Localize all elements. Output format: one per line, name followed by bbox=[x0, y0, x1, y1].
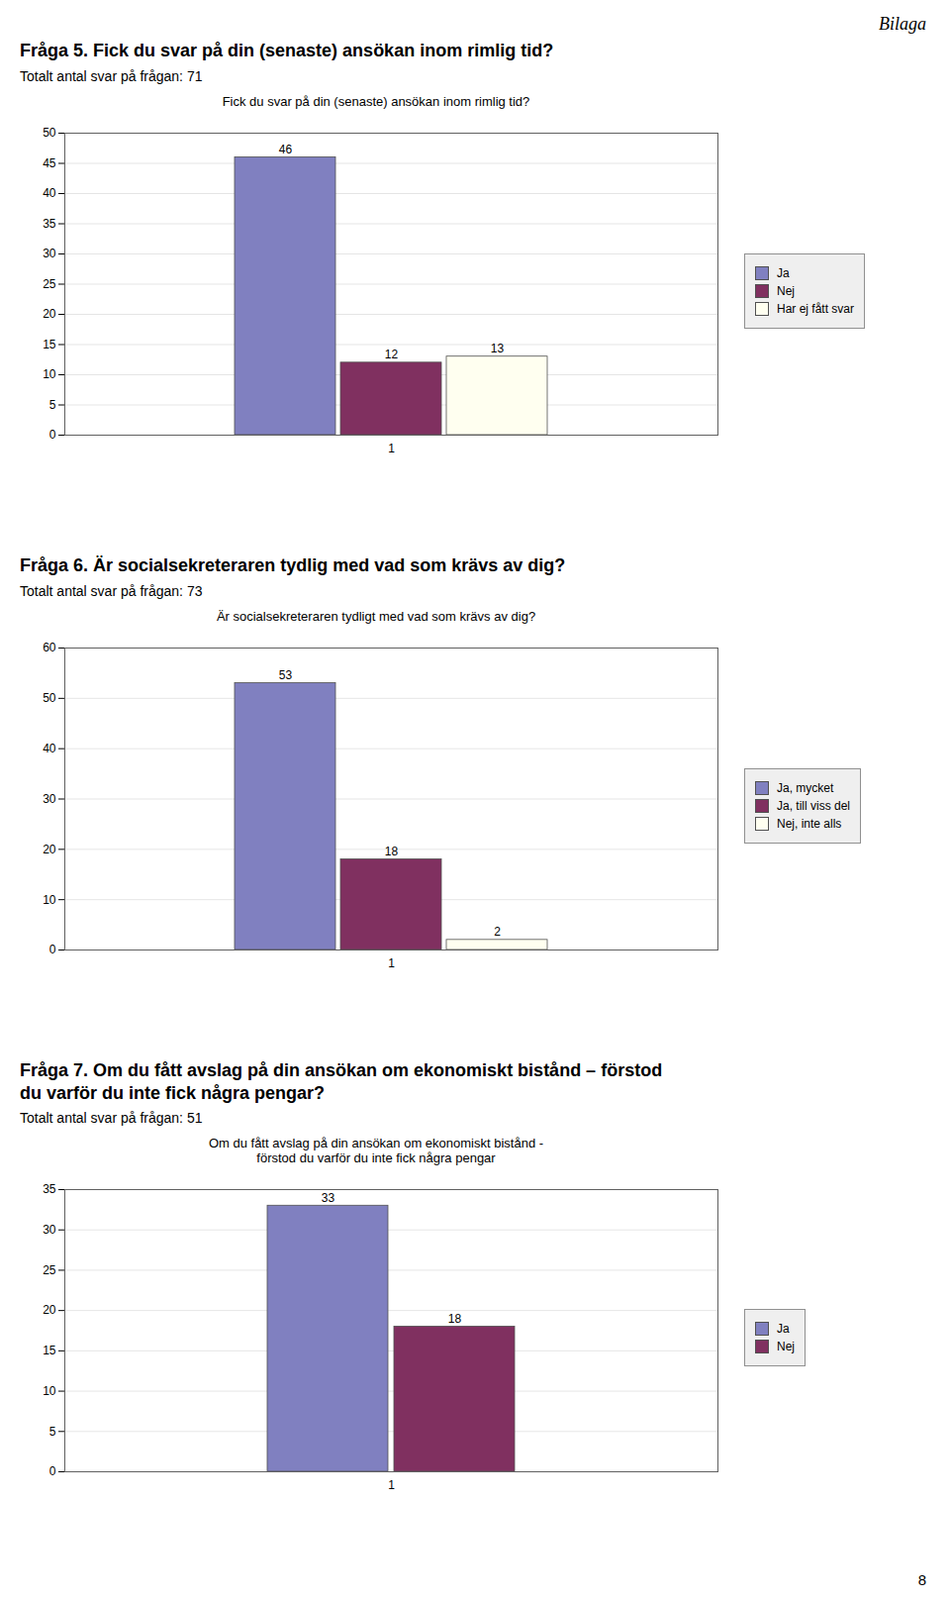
svg-text:5: 5 bbox=[49, 1424, 57, 1438]
svg-text:20: 20 bbox=[42, 306, 57, 321]
svg-text:1: 1 bbox=[387, 1477, 395, 1492]
svg-text:20: 20 bbox=[42, 841, 57, 855]
svg-text:50: 50 bbox=[42, 125, 57, 140]
svg-text:25: 25 bbox=[42, 276, 57, 290]
svg-text:40: 40 bbox=[42, 741, 57, 756]
svg-text:33: 33 bbox=[321, 1190, 336, 1205]
svg-text:30: 30 bbox=[42, 246, 57, 261]
svg-text:0: 0 bbox=[49, 427, 57, 442]
svg-text:60: 60 bbox=[42, 640, 57, 655]
svg-text:2: 2 bbox=[493, 924, 501, 939]
html-text:Fråga 6. Är socialsekreteraren: Fråga 6. Är socialsekreteraren tydlig me… bbox=[19, 555, 566, 575]
svg-text:1: 1 bbox=[387, 441, 395, 456]
html-text:Är socialsekreteraren tydligt: Är socialsekreteraren tydligt med vad so… bbox=[216, 608, 536, 623]
svg-text:10: 10 bbox=[42, 1383, 57, 1398]
html-text:Totalt antal svar på frågan: 7: Totalt antal svar på frågan: 71 bbox=[19, 67, 203, 84]
svg-text:1: 1 bbox=[387, 955, 395, 970]
html-text:Fråga 5. Fick du svar på din (: Fråga 5. Fick du svar på din (senaste) a… bbox=[19, 40, 554, 61]
html-text:Nej: Nej bbox=[776, 1338, 795, 1353]
svg-text:10: 10 bbox=[42, 367, 57, 381]
svg-text:25: 25 bbox=[42, 1262, 57, 1277]
html-text:Om du fått avslag på din ansök: Om du fått avslag på din ansökan om ekon… bbox=[208, 1135, 544, 1165]
svg-text:12: 12 bbox=[384, 347, 399, 362]
svg-text:30: 30 bbox=[42, 790, 57, 805]
html-text:8: 8 bbox=[918, 1570, 927, 1588]
html-text:Bilaga: Bilaga bbox=[878, 13, 927, 34]
svg-text:18: 18 bbox=[384, 843, 399, 857]
svg-text:15: 15 bbox=[42, 1342, 57, 1357]
svg-text:0: 0 bbox=[49, 942, 57, 956]
html-text:Nej, inte alls: Nej, inte alls bbox=[776, 815, 842, 830]
svg-text:5: 5 bbox=[49, 396, 57, 411]
html-text:Fråga 7. Om du fått avslag på: Fråga 7. Om du fått avslag på din ansöka… bbox=[19, 1059, 663, 1102]
html-text:Ja: Ja bbox=[776, 1321, 790, 1335]
svg-text:35: 35 bbox=[42, 1181, 57, 1196]
svg-text:46: 46 bbox=[279, 141, 293, 156]
svg-text:35: 35 bbox=[42, 215, 57, 230]
svg-text:40: 40 bbox=[42, 186, 57, 200]
html-text:Ja, till viss del: Ja, till viss del bbox=[776, 798, 851, 812]
svg-text:30: 30 bbox=[42, 1222, 57, 1236]
svg-text:53: 53 bbox=[279, 666, 293, 681]
html-text:Totalt antal svar på frågan: 7: Totalt antal svar på frågan: 73 bbox=[19, 582, 203, 599]
svg-text:15: 15 bbox=[42, 336, 57, 351]
html-text:Fick du svar på din (senaste): Fick du svar på din (senaste) ansökan in… bbox=[222, 93, 530, 109]
html-text:Ja, mycket: Ja, mycket bbox=[776, 780, 834, 795]
html-text:Ja: Ja bbox=[776, 265, 790, 280]
svg-text:18: 18 bbox=[448, 1311, 463, 1326]
svg-text:10: 10 bbox=[42, 891, 57, 906]
html-text:Har ej fått svar: Har ej fått svar bbox=[776, 301, 855, 316]
svg-text:20: 20 bbox=[42, 1302, 57, 1317]
html-text:Nej: Nej bbox=[776, 283, 795, 298]
svg-text:13: 13 bbox=[490, 341, 505, 356]
svg-text:45: 45 bbox=[42, 155, 57, 170]
svg-text:50: 50 bbox=[42, 690, 57, 705]
html-text:Totalt antal svar på frågan: 5: Totalt antal svar på frågan: 51 bbox=[19, 1109, 203, 1126]
svg-text:0: 0 bbox=[49, 1463, 57, 1478]
